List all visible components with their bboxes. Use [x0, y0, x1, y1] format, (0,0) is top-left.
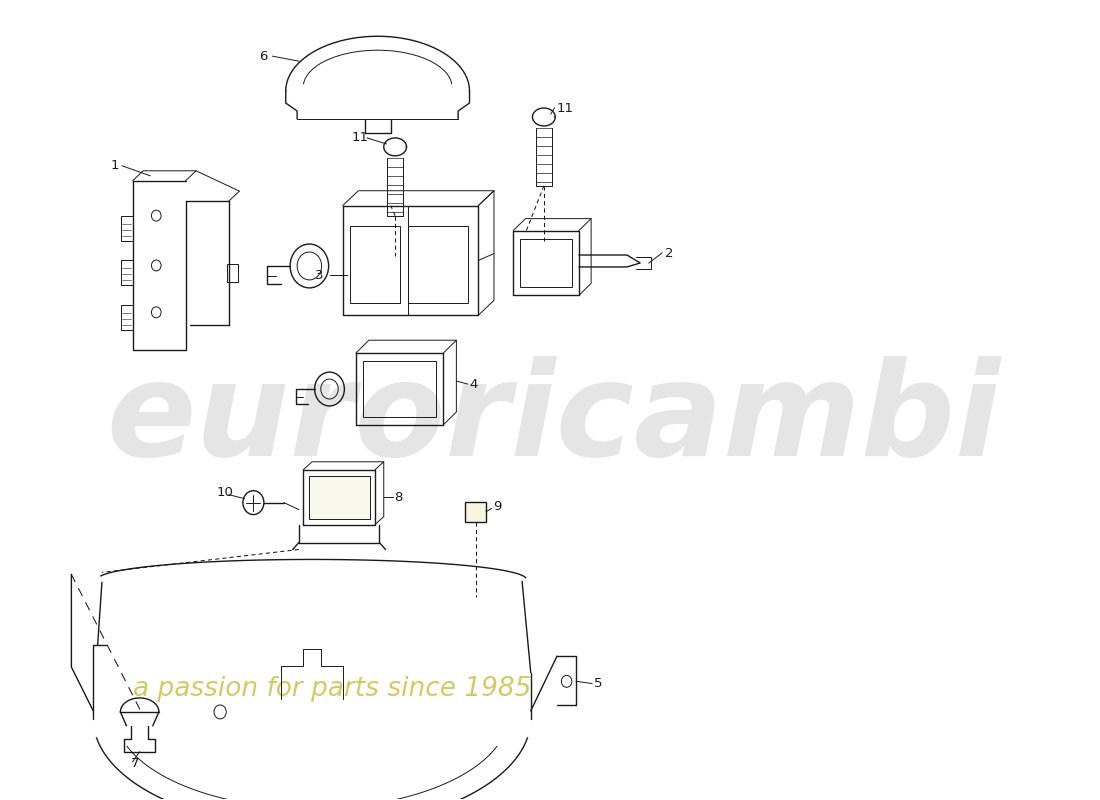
Bar	[520, 238, 572, 287]
Text: 3: 3	[315, 269, 323, 282]
Bar	[121, 306, 133, 330]
Text: 5: 5	[594, 677, 602, 690]
Text: 4: 4	[470, 378, 477, 390]
Text: 11: 11	[557, 102, 574, 114]
Text: 1: 1	[111, 159, 119, 172]
Text: 10: 10	[217, 486, 233, 499]
Bar	[121, 216, 133, 241]
Bar	[408, 226, 468, 303]
Text: 7: 7	[131, 758, 140, 770]
Bar	[350, 226, 400, 303]
Text: 2: 2	[664, 246, 673, 259]
Text: 11: 11	[351, 131, 369, 145]
Bar	[121, 261, 133, 286]
Bar	[465, 502, 486, 522]
Text: 8: 8	[394, 490, 403, 504]
Bar	[227, 265, 238, 282]
Bar	[308, 476, 370, 518]
Text: 9: 9	[493, 500, 502, 513]
Bar	[363, 361, 437, 417]
Text: 6: 6	[260, 50, 268, 62]
Text: euroricambi: euroricambi	[107, 357, 1001, 483]
Text: a passion for parts since 1985: a passion for parts since 1985	[133, 676, 531, 702]
